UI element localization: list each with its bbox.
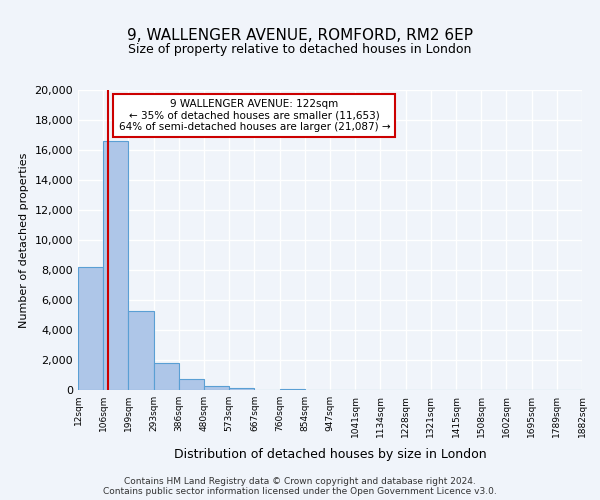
Bar: [179, 379, 204, 390]
Bar: [78, 267, 103, 390]
Text: Contains public sector information licensed under the Open Government Licence v3: Contains public sector information licen…: [103, 488, 497, 496]
X-axis label: Distribution of detached houses by size in London: Distribution of detached houses by size …: [173, 448, 487, 461]
Text: 9, WALLENGER AVENUE, ROMFORD, RM2 6EP: 9, WALLENGER AVENUE, ROMFORD, RM2 6EP: [127, 28, 473, 42]
Y-axis label: Number of detached properties: Number of detached properties: [19, 152, 29, 328]
Bar: [280, 388, 305, 390]
Bar: [128, 310, 154, 390]
Text: Size of property relative to detached houses in London: Size of property relative to detached ho…: [128, 42, 472, 56]
Bar: [204, 386, 229, 390]
Bar: [229, 388, 254, 390]
Bar: [103, 141, 128, 390]
Text: Contains HM Land Registry data © Crown copyright and database right 2024.: Contains HM Land Registry data © Crown c…: [124, 478, 476, 486]
Text: 9 WALLENGER AVENUE: 122sqm
← 35% of detached houses are smaller (11,653)
64% of : 9 WALLENGER AVENUE: 122sqm ← 35% of deta…: [119, 99, 390, 132]
Bar: [154, 363, 179, 390]
